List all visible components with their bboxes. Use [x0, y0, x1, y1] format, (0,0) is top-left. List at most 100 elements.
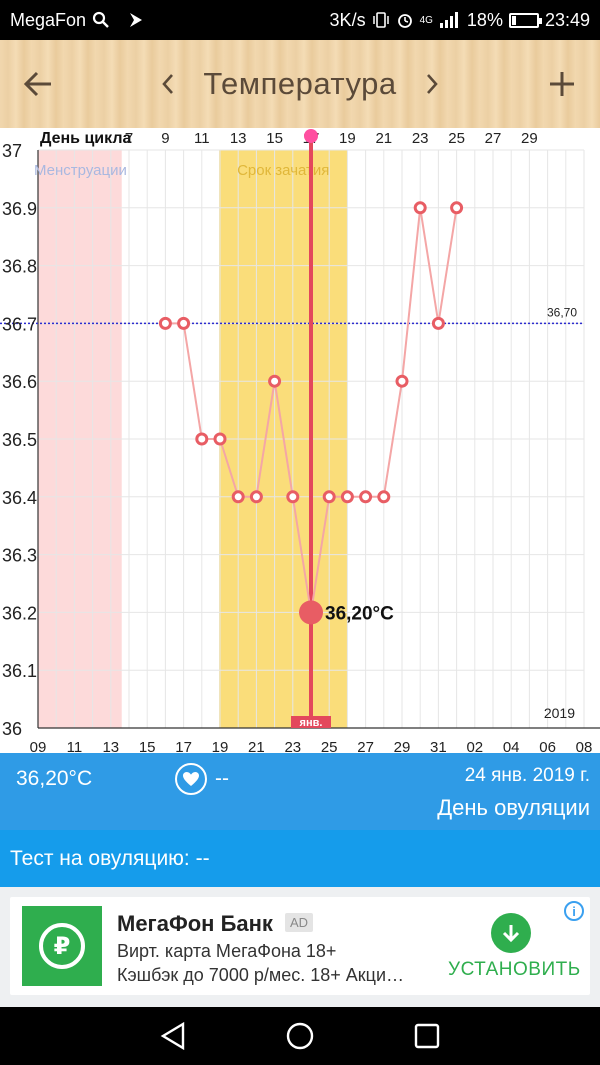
y-tick-label: 36.2	[2, 603, 37, 623]
fertile-label: Срок зачатия	[237, 162, 329, 179]
cycle-tick-label: 13	[230, 130, 247, 147]
heart-icon	[183, 772, 199, 786]
x-date-tick-label: 09	[30, 739, 47, 753]
selected-day-type: День овуляции	[437, 795, 590, 820]
chevron-left-icon	[162, 73, 174, 94]
ruble-icon: ₽	[53, 932, 71, 960]
ovulation-test-label: Тест на овуляцию: --	[10, 846, 210, 870]
circle-home-icon	[286, 1022, 314, 1050]
plus-icon	[550, 72, 574, 96]
temperature-point	[395, 374, 409, 388]
cycle-tick-label: 15	[266, 130, 283, 147]
x-date-tick-label: 27	[357, 739, 374, 753]
x-date-tick-label: 02	[466, 739, 483, 753]
ad-badge: AD	[285, 913, 314, 932]
y-tick-label: 36	[2, 719, 22, 739]
nav-home-button[interactable]	[283, 1019, 317, 1053]
month-label-bg	[291, 716, 331, 728]
temperature-point	[231, 490, 245, 504]
carrier-name: MegaFon	[10, 9, 87, 30]
ad-description-1: Вирт. карта МегаФона 18+	[117, 941, 337, 961]
x-date-tick-label: 06	[539, 739, 556, 753]
x-date-tick-label: 31	[430, 739, 447, 753]
ad-logo: ₽	[22, 906, 102, 986]
y-tick-label: 36.3	[2, 546, 37, 566]
battery-icon	[508, 12, 542, 28]
selected-temperature-point	[299, 600, 323, 625]
ad-card[interactable]: ₽ МегаФон Банк AD Вирт. карта МегаФона 1…	[10, 897, 590, 995]
temperature-point	[268, 374, 282, 388]
selected-temperature: 36,20°C	[16, 767, 93, 790]
temperature-point	[177, 316, 191, 330]
chart-svg[interactable]: Менструации Срок зачатия 36,70 37 36.9 36.8 36…	[0, 128, 600, 753]
ovulation-test-row[interactable]: Тест на овуляцию: --	[0, 830, 600, 887]
y-tick-label: 36.6	[2, 372, 37, 392]
temperature-point	[249, 490, 263, 504]
temperature-point	[359, 490, 373, 504]
chevron-right-icon	[426, 73, 438, 94]
y-tick-label: 36.1	[2, 661, 37, 681]
selected-temperature-label: 36,20°C	[325, 603, 394, 624]
cycle-tick-label: 25	[448, 130, 465, 147]
y-tick-label: 36.9	[2, 199, 37, 219]
cycle-day-label: День цикла	[40, 130, 131, 147]
ad-info-icon[interactable]: i	[564, 901, 584, 921]
previous-chart-button[interactable]	[161, 66, 175, 103]
cycle-tick-label: 27	[485, 130, 502, 147]
ad-banner: ₽ МегаФон Банк AD Вирт. карта МегаФона 1…	[0, 887, 600, 1007]
ovulation-marker	[304, 129, 318, 143]
arrow-left-icon	[23, 71, 51, 97]
temperature-point	[322, 490, 336, 504]
temperature-chart[interactable]: Менструации Срок зачатия 36,70 37 36.9 36.8 36…	[0, 128, 600, 753]
x-date-tick-label: 04	[503, 739, 520, 753]
x-date-tick-label: 13	[102, 739, 119, 753]
month-label: янв.	[300, 717, 323, 729]
x-date-tick-label: 25	[321, 739, 338, 753]
alarm-icon	[397, 14, 412, 28]
cycle-tick-label: 9	[161, 130, 169, 147]
temperature-point	[340, 490, 354, 504]
intercourse-value: --	[215, 767, 229, 790]
notification-icon	[130, 13, 143, 27]
x-date-tick-label: 19	[212, 739, 229, 753]
status-bar: MegaFon 3K/s 4G 18% 23:49	[0, 0, 600, 40]
nav-back-button[interactable]	[156, 1019, 190, 1053]
next-chart-button[interactable]	[425, 66, 439, 103]
cycle-tick-label: 23	[412, 130, 429, 147]
ad-description-2: Кэшбэк до 7000 р/мес. 18+ Акци…	[117, 965, 405, 985]
x-date-tick-label: 17	[175, 739, 192, 753]
page-title: Температура	[203, 66, 397, 101]
temperature-point	[377, 490, 391, 504]
nav-recents-button[interactable]	[410, 1019, 444, 1053]
temperature-point	[213, 432, 227, 446]
triangle-back-icon	[160, 1022, 185, 1050]
temperature-point	[195, 432, 209, 446]
temperature-point	[158, 316, 172, 330]
temperature-point	[286, 490, 300, 504]
coverline-label: 36,70	[547, 305, 577, 319]
menstruation-label: Менструации	[34, 162, 127, 179]
y-tick-label: 37	[2, 141, 22, 161]
square-recents-icon	[414, 1023, 439, 1049]
signal-icon	[439, 12, 458, 28]
y-tick-label: 36.7	[2, 314, 37, 334]
x-date-tick-label: 23	[284, 739, 301, 753]
clock: 23:49	[544, 9, 590, 30]
cycle-tick-label: 19	[339, 130, 356, 147]
temperature-point	[450, 201, 464, 215]
search-icon	[92, 11, 109, 28]
vibrate-icon	[372, 12, 389, 28]
temperature-point	[413, 201, 427, 215]
intercourse-button[interactable]	[175, 763, 207, 795]
cycle-tick-label: 7	[125, 130, 133, 147]
x-date-tick-label: 21	[248, 739, 265, 753]
add-button[interactable]	[524, 40, 600, 128]
back-button[interactable]	[0, 40, 76, 128]
temperature-point	[431, 316, 445, 330]
navigation-bar	[0, 1007, 600, 1065]
download-icon[interactable]	[491, 913, 531, 953]
network-speed: 3K/s	[329, 9, 366, 30]
battery-percent: 18%	[466, 9, 503, 30]
install-button[interactable]: УСТАНОВИТЬ	[448, 959, 581, 980]
toolbar: Температура	[0, 40, 600, 128]
